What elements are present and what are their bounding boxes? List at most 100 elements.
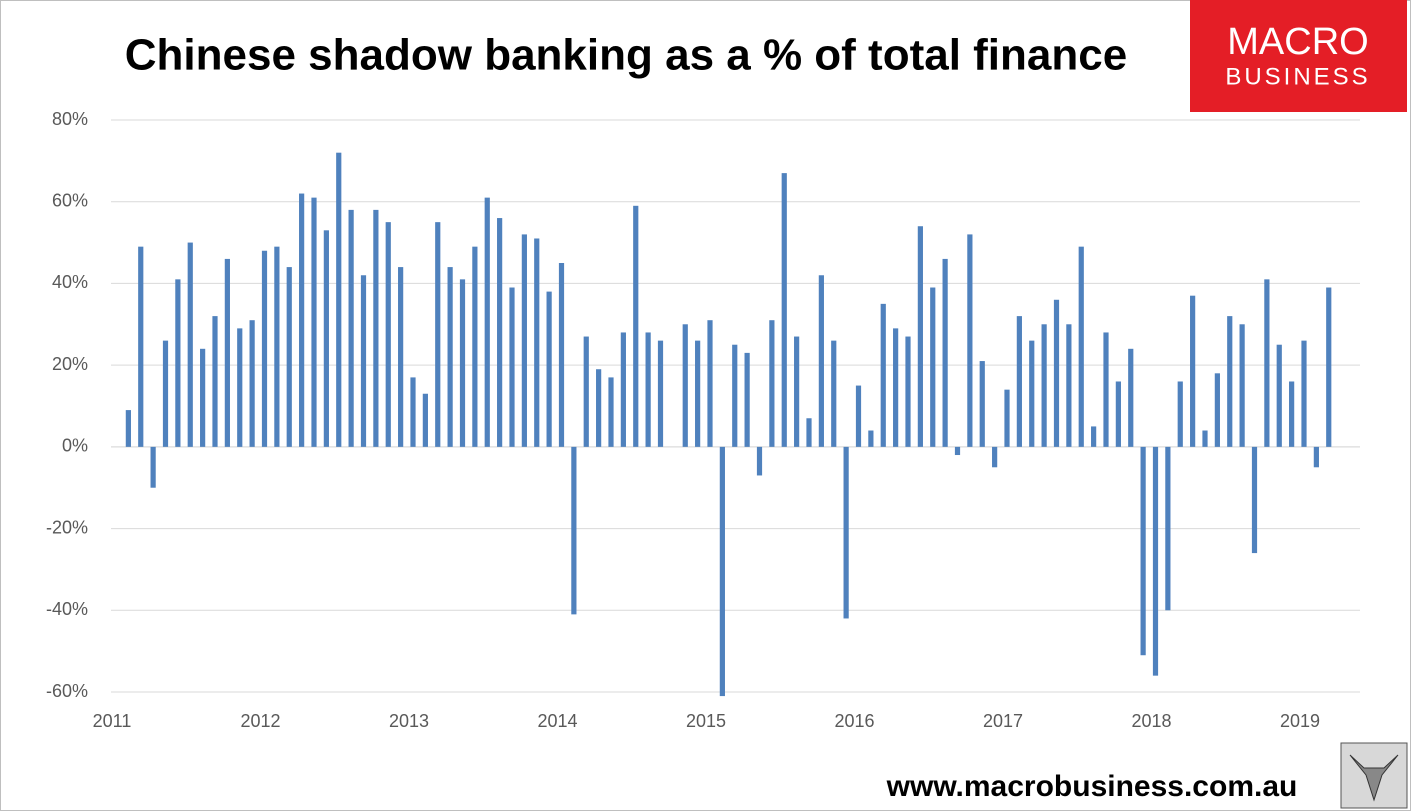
bar <box>806 418 812 447</box>
bar <box>781 173 787 447</box>
bar <box>175 279 181 447</box>
bar <box>608 377 614 447</box>
bar <box>1214 373 1220 447</box>
bar <box>224 258 230 447</box>
bar <box>484 197 490 447</box>
bar <box>150 446 156 488</box>
bar <box>1177 381 1183 447</box>
bar <box>831 340 837 447</box>
bar <box>1289 381 1295 447</box>
y-tick-label: 40% <box>52 272 88 292</box>
bar <box>583 336 589 447</box>
bar <box>1041 324 1047 447</box>
bar <box>868 430 874 447</box>
x-tick-label: 2019 <box>1280 711 1320 731</box>
bar <box>435 222 441 447</box>
bar <box>1016 316 1022 447</box>
x-tick-label: 2016 <box>834 711 874 731</box>
y-tick-label: 20% <box>52 354 88 374</box>
bar <box>930 287 936 447</box>
bar <box>558 263 565 447</box>
bar <box>1029 340 1035 447</box>
bar <box>125 410 131 447</box>
bar <box>1066 324 1072 447</box>
bar <box>1190 295 1196 447</box>
bar <box>1103 332 1109 447</box>
bar <box>398 267 404 447</box>
bar <box>348 209 354 447</box>
bar <box>756 446 763 476</box>
logo-text: BUSINESS <box>1225 63 1370 90</box>
bar <box>472 246 478 447</box>
bar <box>261 250 268 447</box>
bar <box>880 303 886 447</box>
x-tick-label: 2013 <box>389 711 429 731</box>
bar <box>1202 430 1208 447</box>
bar <box>645 332 651 447</box>
bar <box>1004 389 1010 447</box>
bar <box>571 446 577 615</box>
bar <box>422 393 428 447</box>
y-tick-label: -40% <box>46 599 88 619</box>
bar <box>954 446 961 456</box>
bar <box>1264 279 1270 447</box>
bar <box>967 234 973 447</box>
bar <box>794 336 800 447</box>
bar <box>509 287 515 447</box>
bar <box>1251 446 1258 554</box>
bar <box>385 222 391 447</box>
bar <box>633 205 639 447</box>
bar <box>596 369 602 447</box>
bar <box>1239 324 1245 447</box>
bar <box>1326 287 1332 447</box>
y-tick-label: 80% <box>52 109 88 129</box>
y-tick-label: 60% <box>52 190 88 210</box>
x-tick-label: 2011 <box>93 711 132 731</box>
y-tick-label: -60% <box>46 681 88 701</box>
y-tick-label: -20% <box>46 517 88 537</box>
x-tick-label: 2018 <box>1131 711 1171 731</box>
bar <box>732 344 738 447</box>
bar <box>707 320 713 447</box>
bar <box>138 246 144 447</box>
bar <box>187 242 193 447</box>
bar <box>1301 340 1307 447</box>
bar <box>1313 446 1319 468</box>
bar <box>410 377 416 447</box>
bar <box>200 348 206 447</box>
bar <box>373 209 379 447</box>
bar <box>162 340 169 447</box>
bar <box>497 218 503 447</box>
y-tick-label: 0% <box>62 436 88 456</box>
bar <box>905 336 911 447</box>
x-tick-label: 2017 <box>983 711 1023 731</box>
bar <box>1165 446 1171 611</box>
bar <box>744 352 750 447</box>
bar <box>212 316 218 447</box>
bar <box>237 328 243 447</box>
bar <box>1276 344 1282 447</box>
bar <box>769 320 775 447</box>
bar <box>1078 246 1084 447</box>
bar <box>249 320 255 447</box>
bar <box>682 324 688 447</box>
bar <box>843 446 849 619</box>
bar <box>286 267 292 447</box>
bar <box>336 152 342 447</box>
bar <box>1115 381 1121 447</box>
bar <box>447 267 453 447</box>
bar <box>521 234 527 447</box>
bar <box>1091 426 1097 447</box>
bar <box>323 230 329 447</box>
bar <box>979 361 985 447</box>
source: www.macrobusiness.com.au <box>886 770 1298 803</box>
logo-box <box>1190 0 1407 112</box>
bar <box>657 340 664 447</box>
bar <box>274 246 280 447</box>
chart-title: Chinese shadow banking as a % of total f… <box>125 31 1127 80</box>
bar <box>1140 446 1146 656</box>
bar <box>695 340 701 447</box>
